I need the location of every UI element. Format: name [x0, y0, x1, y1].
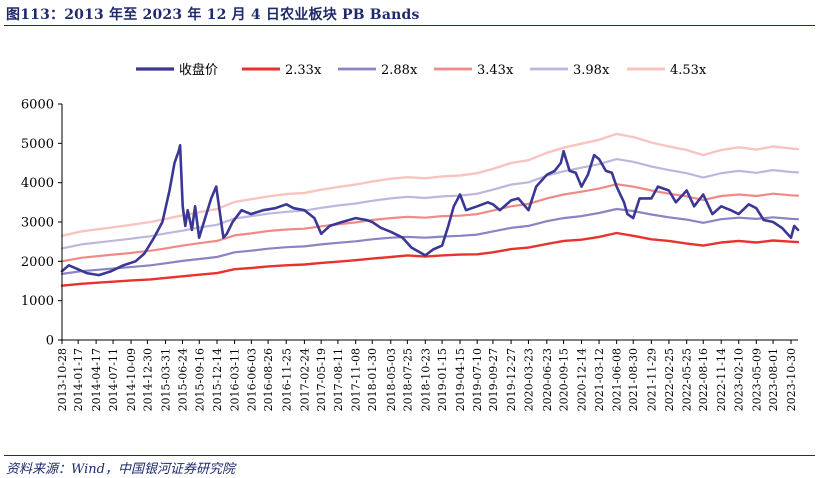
y-tick-label: 3000 — [21, 216, 54, 231]
x-tick-label: 2022-08-16 — [697, 348, 710, 411]
x-tick-label: 2023-10-30 — [785, 348, 798, 411]
x-tick-label: 2017-11-08 — [350, 348, 363, 411]
y-tick-label: 2000 — [21, 255, 54, 270]
title-rule — [4, 25, 815, 26]
x-tick-label: 2015-03-31 — [160, 348, 173, 411]
x-tick-label: 2020-12-14 — [576, 348, 589, 411]
x-tick-label: 2023-08-01 — [767, 348, 780, 411]
x-tick-label: 2017-02-24 — [298, 348, 311, 411]
x-tick-label: 2016-11-25 — [280, 348, 293, 411]
y-tick-label: 1000 — [21, 294, 54, 309]
x-tick-label: 2020-06-23 — [541, 348, 554, 411]
x-tick-label: 2022-02-25 — [663, 348, 676, 411]
x-tick-label: 2018-01-30 — [366, 348, 379, 411]
x-tick-label: 2013-10-28 — [56, 348, 69, 411]
x-tick-label: 2019-12-27 — [505, 348, 518, 411]
x-tick-label: 2023-05-09 — [750, 348, 763, 411]
series-line-3.43x — [60, 183, 800, 263]
x-tick-label: 2016-08-26 — [262, 348, 275, 411]
legend-label-4.53x: 4.53x — [670, 63, 707, 78]
x-tick-label: 2019-07-10 — [471, 348, 484, 411]
x-tick-label: 2019-09-27 — [487, 348, 500, 411]
x-tick-label: 2018-07-25 — [401, 348, 414, 411]
legend-label-3.98x: 3.98x — [573, 63, 610, 78]
x-tick-label: 2017-05-19 — [315, 348, 328, 411]
x-tick-label: 2020-09-15 — [558, 348, 571, 411]
x-tick-label: 2015-09-16 — [193, 348, 206, 411]
x-tick-label: 2021-08-30 — [627, 348, 640, 411]
x-tick-label: 2017-08-11 — [332, 348, 345, 411]
footer-rule — [4, 455, 815, 456]
series-line-收盘价 — [60, 144, 800, 277]
legend: 收盘价 2.33x 2.88x 3.43x 3.98x 4.53x — [136, 62, 707, 78]
legend-label-2.33x: 2.33x — [285, 63, 322, 78]
x-tick-label: 2021-11-29 — [645, 348, 658, 411]
x-tick-label: 2014-07-11 — [107, 348, 120, 411]
x-tick-label: 2022-05-25 — [681, 348, 694, 411]
x-tick-label: 2019-01-15 — [436, 348, 449, 411]
x-tick-label: 2020-03-23 — [522, 348, 535, 411]
series-line-4.53x — [60, 132, 800, 238]
series-line-3.98x — [60, 158, 800, 250]
x-tick-label: 2021-03-12 — [593, 348, 606, 411]
legend-label-收盘价: 收盘价 — [179, 62, 218, 78]
x-tick-label: 2023-02-10 — [733, 348, 746, 411]
x-tick-label: 2014-01-17 — [72, 348, 85, 411]
x-tick-label: 2016-03-11 — [229, 348, 242, 411]
y-tick-label: 6000 — [21, 98, 54, 113]
x-tick-label: 2015-12-14 — [211, 348, 224, 411]
y-tick-label: 5000 — [21, 137, 54, 152]
legend-label-3.43x: 3.43x — [477, 63, 514, 78]
x-tick-label: 2019-04-15 — [454, 348, 467, 411]
series-line-2.88x — [60, 207, 800, 275]
x-tick-label: 2018-10-23 — [419, 348, 432, 411]
x-tick-label: 2022-11-14 — [715, 348, 728, 411]
y-tick-label: 0 — [46, 334, 54, 349]
chart-title: 图113：2013 年至 2023 年 12 月 4 日农业板块 PB Band… — [6, 7, 420, 23]
x-tick-label: 2015-06-24 — [177, 348, 190, 411]
series-layer — [60, 132, 800, 287]
source-note: 资料来源：Wind，中国银河证券研究院 — [6, 462, 235, 477]
x-tick-label: 2021-06-08 — [611, 348, 624, 411]
legend-label-2.88x: 2.88x — [381, 63, 418, 78]
x-tick-label: 2014-12-30 — [141, 348, 154, 411]
x-tick-label: 2014-10-09 — [125, 348, 138, 411]
x-tick-label: 2018-05-03 — [385, 348, 398, 411]
x-tick-label: 2016-06-03 — [245, 348, 258, 411]
series-line-2.33x — [60, 231, 800, 287]
y-tick-label: 4000 — [21, 176, 54, 191]
x-tick-label: 2014-04-17 — [90, 348, 103, 411]
